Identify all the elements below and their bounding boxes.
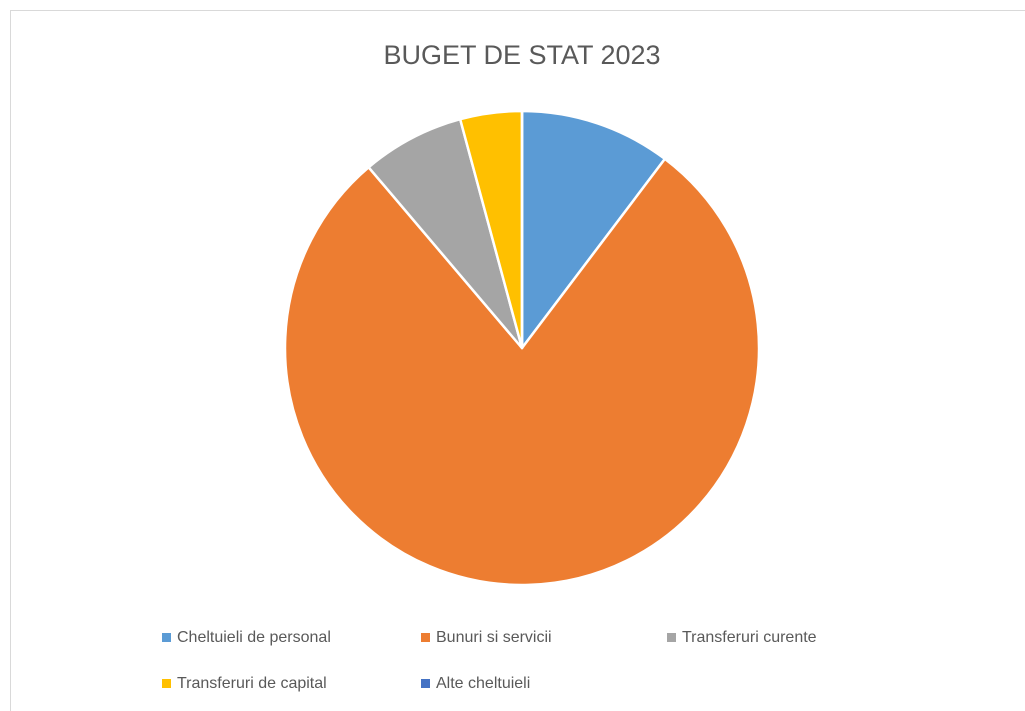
chart-title: BUGET DE STAT 2023 bbox=[383, 40, 660, 70]
legend-label: Alte cheltuieli bbox=[436, 675, 530, 692]
legend-label: Bunuri si servicii bbox=[436, 629, 552, 646]
legend-swatch bbox=[667, 633, 676, 642]
legend-swatch bbox=[421, 679, 430, 688]
legend-swatch bbox=[162, 679, 171, 688]
legend-swatch bbox=[162, 633, 171, 642]
pie-slice bbox=[283, 157, 761, 587]
legend-label: Transferuri curente bbox=[682, 629, 817, 646]
pie-slice bbox=[367, 117, 524, 350]
legend-label: Cheltuieli de personal bbox=[177, 629, 331, 646]
legend-label: Transferuri de capital bbox=[177, 675, 327, 692]
pie-slice bbox=[520, 109, 667, 350]
legend-swatch bbox=[421, 633, 430, 642]
